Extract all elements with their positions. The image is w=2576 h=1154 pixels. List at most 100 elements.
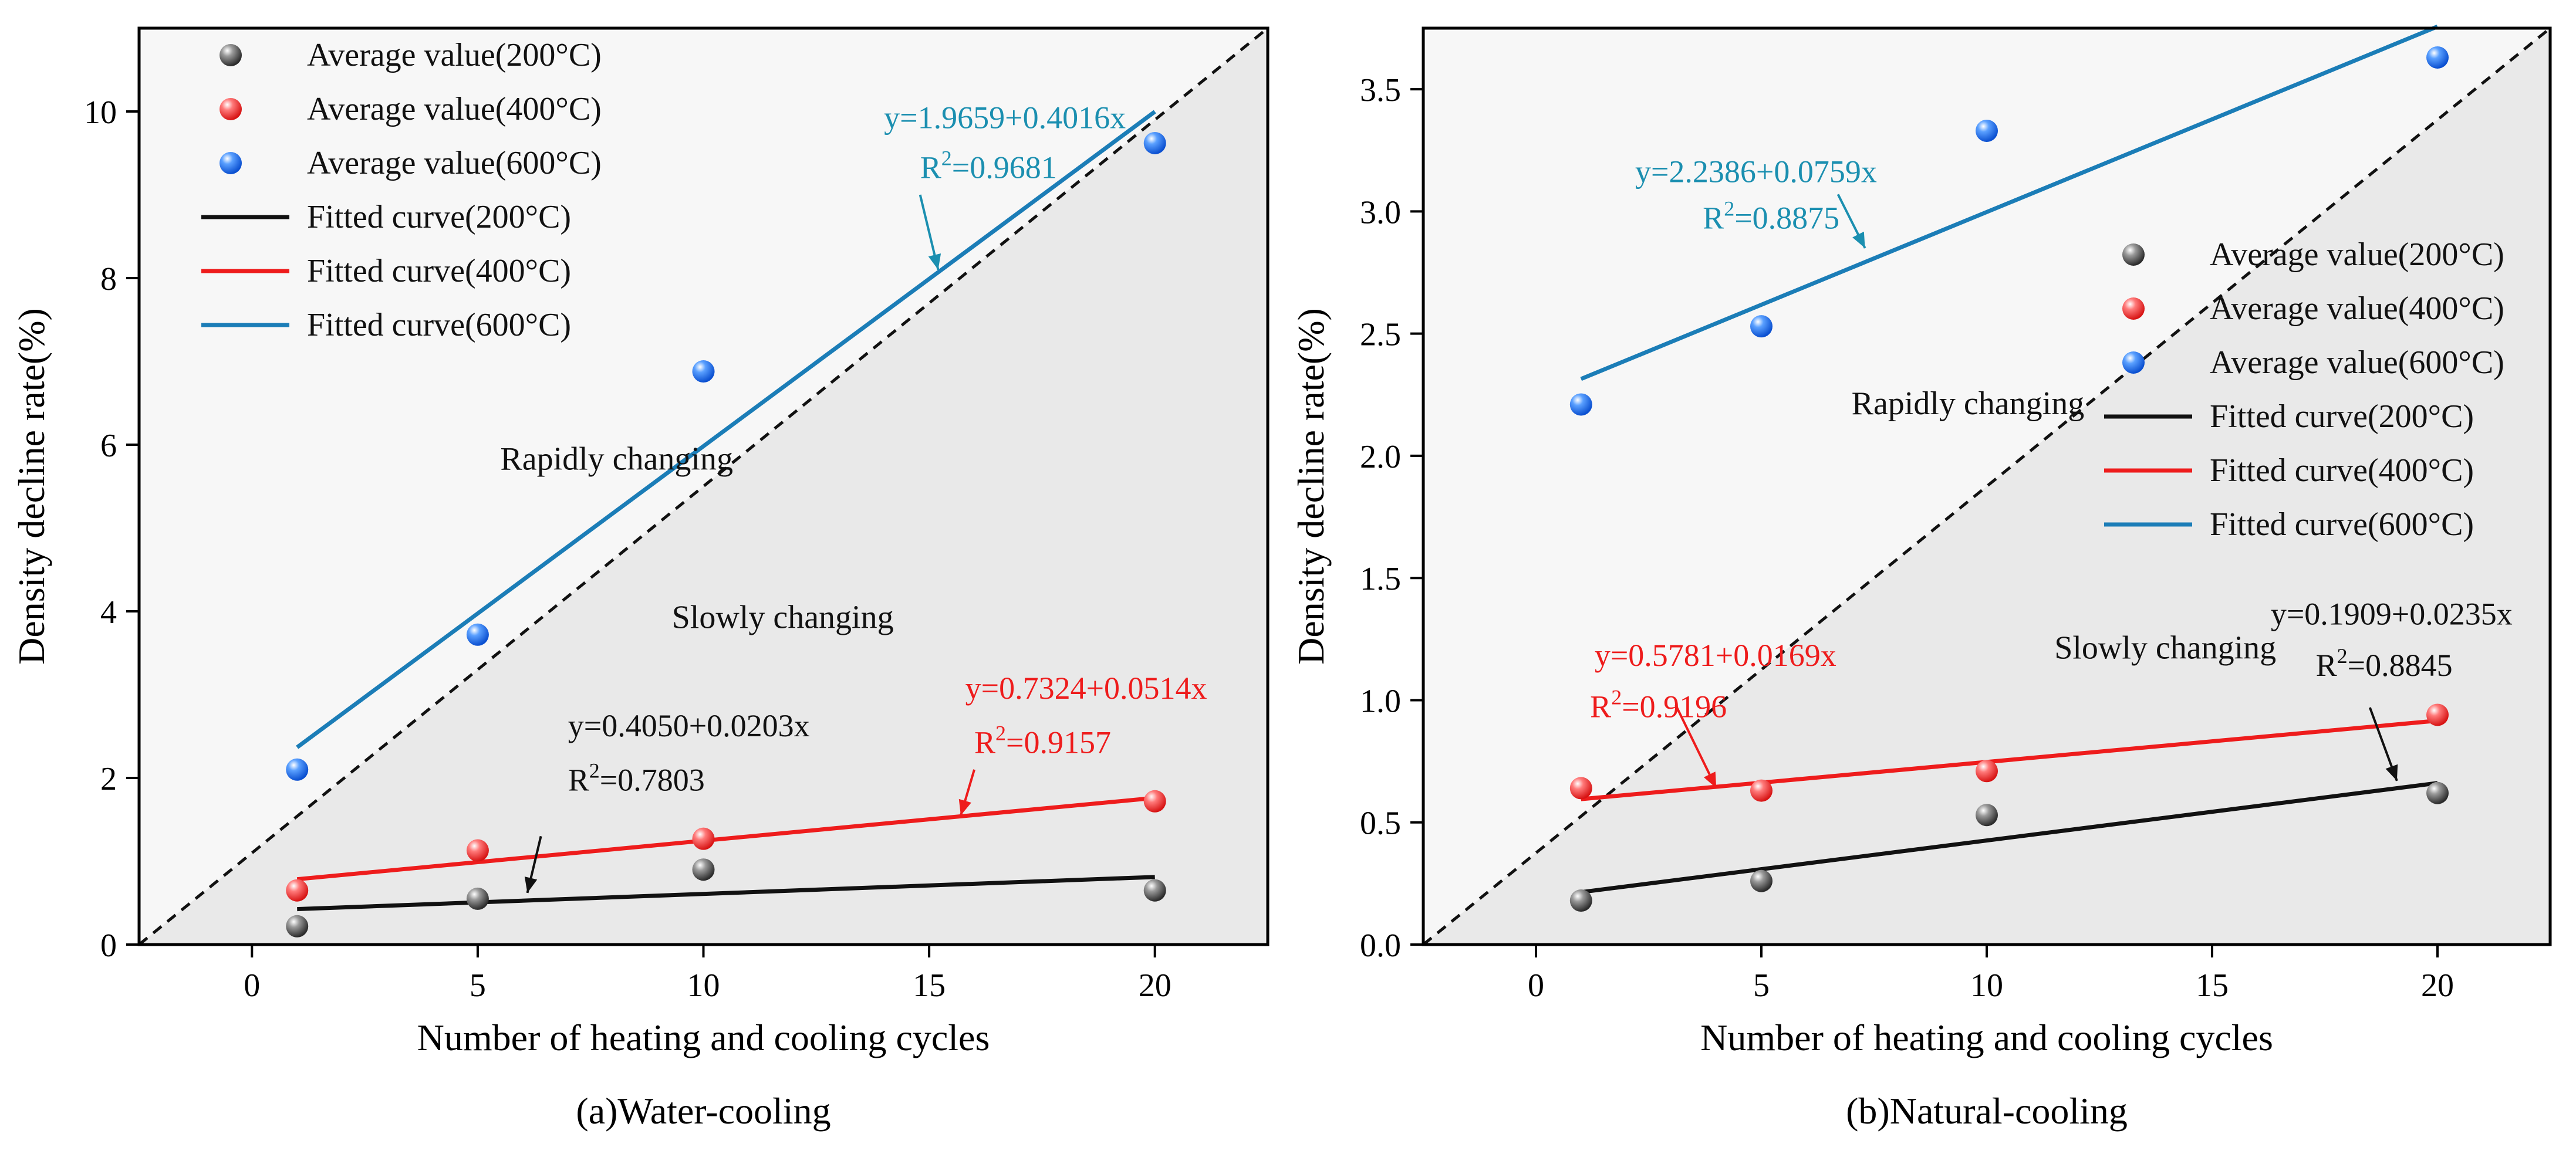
- legend: Average value(200°C) Average value(400°C)…: [2104, 236, 2504, 543]
- y-tick-label: 0: [100, 928, 117, 964]
- data-point-600c: [1143, 131, 1166, 154]
- x-tick-label: 15: [913, 967, 946, 1004]
- annotation-arrowhead: [524, 877, 538, 893]
- legend-label: Average value(200°C): [2210, 236, 2504, 273]
- legend-label: Average value(600°C): [307, 145, 602, 181]
- legend-marker-400c: [2122, 297, 2145, 320]
- annotation-arrowhead: [928, 253, 941, 270]
- data-point-600c: [692, 360, 715, 383]
- y-tick-label: 1.5: [1360, 561, 1401, 597]
- data-point-400c: [1569, 777, 1592, 800]
- fit-equation: y=2.2386+0.0759x: [1635, 154, 1877, 189]
- y-axis-label: Density decline rate(%): [1290, 308, 1332, 665]
- x-tick-label: 5: [470, 967, 486, 1004]
- panel-natural-cooling: y=2.2386+0.0759x R2=0.8875 y=0.5781+0.0169…: [1290, 25, 2552, 1132]
- data-point-200c: [286, 915, 309, 938]
- data-point-200c: [466, 887, 489, 910]
- legend-label: Fitted curve(200°C): [307, 199, 571, 235]
- y-tick-label: 2: [100, 761, 117, 797]
- legend-label: Average value(400°C): [307, 91, 602, 127]
- y-tick-label: 3.5: [1360, 72, 1401, 109]
- panel-caption: (a)Water-cooling: [576, 1090, 830, 1132]
- x-tick-label: 0: [1528, 967, 1544, 1004]
- fit-equation: y=0.5781+0.0169x: [1595, 638, 1836, 673]
- data-point-600c: [466, 623, 489, 646]
- x-tick-label: 20: [1139, 967, 1171, 1004]
- y-tick-label: 1.0: [1360, 683, 1401, 719]
- data-point-200c: [1143, 879, 1166, 902]
- legend-marker-200c: [220, 44, 242, 66]
- legend-label: Fitted curve(600°C): [2210, 506, 2474, 543]
- panel-caption: (b)Natural-cooling: [1846, 1090, 2128, 1132]
- data-point-200c: [2426, 781, 2449, 804]
- legend-marker-600c: [2122, 351, 2145, 374]
- annotation-arrowhead: [1852, 231, 1865, 248]
- fitted-line-200c: [1581, 781, 2438, 895]
- x-tick-label: 10: [687, 967, 720, 1004]
- fitted-line-600c: [296, 110, 1156, 749]
- fitted-line-600c: [1580, 25, 2439, 381]
- x-axis-label: Number of heating and cooling cycles: [417, 1017, 990, 1058]
- data-point-600c: [1569, 393, 1592, 416]
- y-tick-label: 2.5: [1360, 317, 1401, 353]
- fit-equation: y=0.1909+0.0235x: [2271, 596, 2513, 631]
- legend-marker-600c: [220, 152, 242, 174]
- region-label-rapid: Rapidly changing: [500, 441, 733, 478]
- fit-r-squared: R2=0.9157: [974, 721, 1111, 760]
- y-tick-label: 8: [100, 261, 117, 297]
- x-tick-label: 20: [2421, 967, 2454, 1004]
- panel-water-cooling: y=1.9659+0.4016x R2=0.9681 y=0.7324+0.0514…: [11, 26, 1270, 1132]
- data-point-200c: [1976, 804, 1998, 827]
- legend-label: Fitted curve(400°C): [307, 253, 571, 289]
- fit-r-squared: R2=0.8845: [2316, 644, 2453, 683]
- region-label-rapid: Rapidly changing: [1852, 385, 2085, 422]
- y-tick-label: 6: [100, 428, 117, 464]
- fit-r-squared: R2=0.8875: [1703, 197, 1839, 236]
- data-point-200c: [1569, 889, 1592, 912]
- data-point-400c: [2426, 703, 2449, 726]
- legend-label: Average value(400°C): [2210, 290, 2504, 327]
- legend-marker-400c: [220, 98, 242, 120]
- x-tick-label: 0: [244, 967, 260, 1004]
- data-point-600c: [286, 758, 309, 781]
- annotation-arrowhead: [958, 798, 971, 815]
- legend-marker-200c: [2122, 243, 2145, 266]
- legend-label: Average value(600°C): [2210, 344, 2504, 381]
- fit-equation: y=1.9659+0.4016x: [884, 100, 1126, 135]
- region-label-slow: Slowly changing: [672, 599, 894, 635]
- data-point-600c: [2426, 46, 2449, 69]
- data-point-200c: [1750, 869, 1773, 892]
- y-tick-label: 0.0: [1360, 928, 1401, 964]
- data-point-400c: [286, 879, 309, 902]
- fitted-line-400c: [1581, 718, 2438, 801]
- region-label-slow: Slowly changing: [2054, 630, 2276, 666]
- slow-region-background: [139, 28, 1268, 945]
- data-point-400c: [1750, 779, 1773, 802]
- annotation-arrowhead: [2385, 764, 2398, 781]
- y-tick-label: 4: [100, 594, 117, 631]
- diagonal-divider: [138, 27, 1269, 946]
- annotation-arrowhead: [1703, 771, 1717, 788]
- data-point-600c: [1976, 119, 1998, 142]
- data-point-400c: [466, 839, 489, 862]
- fitted-line-400c: [296, 796, 1156, 882]
- legend-label: Fitted curve(600°C): [307, 307, 571, 343]
- x-tick-label: 15: [2196, 967, 2229, 1004]
- y-axis-label: Density decline rate(%): [11, 308, 52, 665]
- data-point-600c: [1750, 315, 1773, 338]
- x-tick-label: 5: [1753, 967, 1770, 1004]
- y-tick-label: 10: [84, 94, 117, 131]
- y-tick-label: 0.5: [1360, 806, 1401, 842]
- fit-r-squared: R2=0.7803: [568, 759, 705, 797]
- fit-r-squared: R2=0.9196: [1590, 686, 1727, 725]
- legend-label: Average value(200°C): [307, 37, 602, 73]
- fitted-line-200c: [297, 875, 1155, 912]
- data-point-400c: [1143, 790, 1166, 813]
- annotation-arrow: [1674, 704, 1717, 789]
- legend: Average value(200°C) Average value(400°C)…: [201, 37, 602, 343]
- legend-label: Fitted curve(400°C): [2210, 452, 2474, 489]
- data-point-200c: [692, 858, 715, 881]
- data-point-400c: [692, 827, 715, 850]
- legend-label: Fitted curve(200°C): [2210, 398, 2474, 435]
